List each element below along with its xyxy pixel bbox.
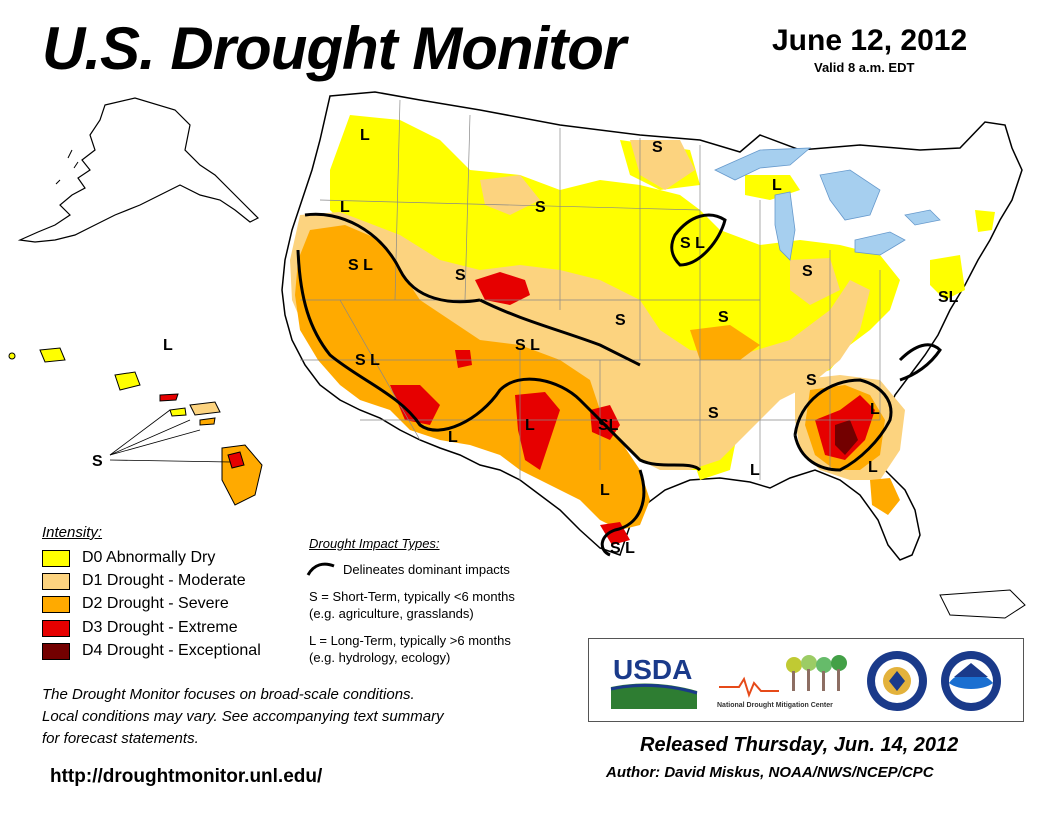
impact-long-term: L = Long-Term, typically >6 months [309,633,511,648]
label-s: S [802,263,813,280]
puerto-rico [939,589,1026,619]
map-title: U.S. Drought Monitor [42,15,626,82]
map-date: June 12, 2012 [772,24,968,57]
label-l: L [163,337,173,354]
label-s: S [535,199,546,216]
legend-item-d3: D3 Drought - Extreme [42,617,238,639]
svg-text:USDA: USDA [613,654,692,685]
legend-item-d2: D2 Drought - Severe [42,593,229,615]
legend-label: D2 Drought - Severe [82,595,229,612]
valid-time: Valid 8 a.m. EDT [814,60,915,75]
label-l: L [360,127,370,144]
label-s: S [718,309,729,326]
label-sl: S L [355,352,380,369]
label-l: L [772,177,782,194]
label-l: L [868,459,878,476]
label-sl: S L [348,257,373,274]
d4-areas [835,420,858,455]
note-line: Local conditions may vary. See accompany… [42,708,444,725]
label-l: L [750,462,760,479]
legend-label: D4 Drought - Exceptional [82,642,261,659]
impact-lines [296,212,942,557]
impact-long-term-examples: (e.g. hydrology, ecology) [309,650,451,665]
impact-types-title: Drought Impact Types: [309,536,440,551]
map-impact-labels: L L S L S S S S L L S S S S L S L SL S S… [92,127,959,557]
label-sl: SL [598,417,619,434]
label-s: S [92,453,103,470]
legend-swatch [42,642,70,660]
legend-label: D3 Drought - Extreme [82,619,238,636]
legend-swatch [42,572,70,590]
label-s: S [615,312,626,329]
label-s: S [455,267,466,284]
legend-title: Intensity: [42,524,103,541]
usda-logo: USDA [610,654,698,709]
impact-short-term-examples: (e.g. agriculture, grasslands) [309,606,474,621]
commerce-seal-icon [867,651,927,711]
legend-swatch [42,549,70,567]
website-link[interactable]: http://droughtmonitor.unl.edu/ [50,766,323,787]
label-l: L [870,401,880,418]
impact-short-term: S = Short-Term, typically <6 months [309,589,515,604]
label-sl: SL [938,289,959,306]
delineation-line-icon [306,562,335,576]
label-sl: S L [515,337,540,354]
label-l: L [525,417,535,434]
ndmc-logo: National Drought Mitigation Center [717,655,847,709]
logos-svg: USDA National Drought Mitigation Center [610,651,1001,711]
legend-swatch [42,619,70,637]
legend-label: D0 Abnormally Dry [82,549,216,566]
label-s: S [806,372,817,389]
legend-item-d1: D1 Drought - Moderate [42,570,246,592]
state-borders [300,99,881,480]
label-l: L [340,199,350,216]
note-line: for forecast statements. [42,730,199,747]
author-credit: Author: David Miskus, NOAA/NWS/NCEP/CPC [606,764,934,781]
label-s: S [708,405,719,422]
label-l: L [600,482,610,499]
release-date: Released Thursday, Jun. 14, 2012 [640,734,959,756]
disclaimer-note: The Drought Monitor focuses on broad-sca… [42,684,444,750]
label-l: L [448,429,458,446]
great-lakes [714,147,941,261]
partner-logos: USDA National Drought Mitigation Center [588,638,1024,722]
noaa-logo-icon [941,651,1001,711]
hawaii-islands [8,347,263,506]
note-line: The Drought Monitor focuses on broad-sca… [42,686,415,703]
alaska-outline [17,97,260,243]
label-s: S [652,139,663,156]
impact-delineates: Delineates dominant impacts [343,562,510,577]
label-sl: S L [610,540,635,557]
legend-item-d0: D0 Abnormally Dry [42,547,215,569]
svg-text:National Drought Mitigation Ce: National Drought Mitigation Center [717,702,833,709]
legend-swatch [42,595,70,613]
legend-item-d4: D4 Drought - Exceptional [42,640,261,662]
label-sl: S L [680,235,705,252]
legend-label: D1 Drought - Moderate [82,572,246,589]
